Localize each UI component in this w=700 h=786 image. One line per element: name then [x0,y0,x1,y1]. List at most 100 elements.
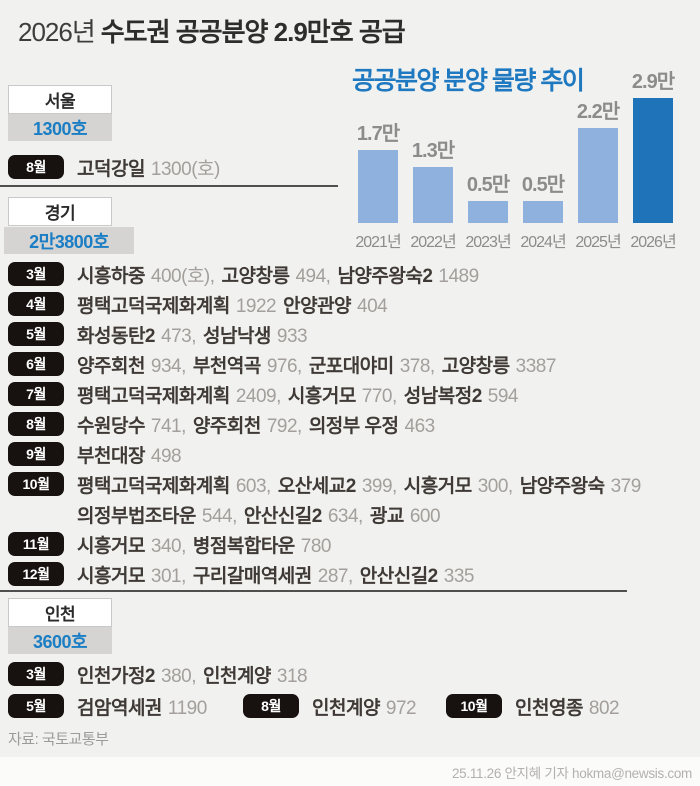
bar-year-label: 2022년 [410,228,456,252]
row-text: 인천계양 972 [312,693,423,720]
unit-count: 770, [361,385,397,407]
month-row-group: 3월 시흥하중 400(호), 고양창릉 494, 남양주왕숙2 1489 [0,259,700,289]
row-text: 시흥하중 400(호), 고양창릉 494, 남양주왕숙2 1489 [77,261,486,288]
place-name: 오산세교2 [277,475,357,497]
unit-count: 340, [150,535,186,557]
place-name: 인천계양 [202,665,271,687]
place-name: 시흥거모 [287,385,356,407]
place-name: 고양창릉 [221,265,290,287]
bar-value-label: 0.5만 [466,174,510,196]
place-name: 고양창릉 [441,355,510,377]
unit-count: 378, [399,355,435,377]
row-text: 의정부법조타운 544, 안산신길2 634, 광교 600 [77,501,447,528]
month-row: 12월 시흥거모 301, 구리갈매역세권 287, 안산신길2 335 [0,559,700,589]
region-header-seoul: 서울 [8,85,112,114]
place-name: 안산신길2 [243,505,323,527]
place-name: 의정부법조타운 [77,505,196,527]
year-text: 2021년 [355,234,401,251]
place-name: 의정부 우정 [308,415,399,437]
month-row: 8월 고덕강일 1300(호) [0,152,700,182]
place-name: 남양주왕숙2 [337,265,433,287]
unit-count: 318 [276,665,308,687]
chart-columns: 1.7만 1.3만 0.5만 0.5만 2.2만 2.9만 [356,63,675,223]
month-row-group: 9월 부천대장 498 [0,439,700,469]
bar [358,150,398,223]
year-text: 2025년 [575,234,621,251]
place-name: 인천가정2 [77,665,156,687]
unit-count: 399, [361,475,397,497]
chart-column: 2.9만 [632,65,675,223]
row-text: 부천대장 498 [77,441,188,468]
unit-count: 792, [266,415,302,437]
year-text: 2026년 [630,234,676,251]
month-row-group: 7월 평택고덕국제화계획 2409, 시흥거모 770, 성남복정2 594 [0,379,700,409]
place-name: 부천대장 [77,445,145,467]
month-row: 5월 화성동탄2 473, 성남낙생 933 [0,319,700,349]
unit-count: 1190 [167,697,207,719]
place-name: 인천영종 [515,697,583,719]
month-row: 10월 평택고덕국제화계획 603, 오산세교2 399, 시흥거모 300, 남양주왕숙 37… [0,469,700,499]
bar-value-label: 2.2만 [576,101,620,123]
unit-count: 498 [150,445,182,467]
unit-count: 741, [150,415,186,437]
place-name: 성남복정2 [403,385,483,407]
month-badge: 5월 [8,694,64,718]
bar-value-label: 1.7만 [356,123,400,145]
place-name: 시흥하중 [77,265,145,287]
month-row: 9월 부천대장 498 [0,439,700,469]
bar-year-label: 2024년 [520,228,566,252]
inline-month-group: 5월 검암역세권 1190 [8,691,214,721]
incheon-inline-row: 5월 검암역세권 1190 8월 인천계양 972 10월 인천영종 802 [0,691,700,721]
unit-count: 463 [404,415,436,437]
month-row: 3월 시흥하중 400(호), 고양창릉 494, 남양주왕숙2 1489 [0,259,700,289]
year-text: 2022년 [410,234,456,251]
page-title: 2026년 수도권 공공분양 2.9만호 공급 [18,12,406,49]
place-name: 병점복합타운 [192,535,295,557]
page-title-main: 수도권 공공분양 2.9만호 공급 [100,17,406,47]
bar-value-label: 1.3만 [411,140,455,162]
year-text: 2023년 [465,234,511,251]
region-total-incheon: 3600호 [8,627,112,654]
place-name: 수원당수 [77,415,145,437]
unit-count: 287, [317,565,353,587]
unit-count: 802 [588,697,620,719]
region-total-gyeonggi: 2만3800호 [4,227,134,254]
place-name: 구리갈매역세권 [192,565,312,587]
chart-column: 2.2만 [576,95,620,223]
chart-title: 공공분양 분양 물량 추이 [352,67,585,95]
bar-value-label: 0.5만 [521,174,565,196]
place-name: 부천역곡 [192,355,261,377]
unit-count: 473, [161,325,196,347]
row-text: 시흥거모 301, 구리갈매역세권 287, 안산신길2 335 [77,561,481,588]
bar-year-label: 2023년 [465,228,511,252]
place-name: 인천계양 [312,697,380,719]
month-badge: 6월 [8,352,64,376]
unit-count: 1489 [438,265,479,287]
chart-column: 1.3만 [411,134,455,223]
byline: 25.11.26 안지혜 기자 hokma@newsis.com [451,765,692,781]
year-text: 2024년 [520,234,566,251]
inline-month-group: 10월 인천영종 802 [446,691,626,721]
month-row-group: 4월 평택고덕국제화계획 1922 안양관양 404 [0,289,700,319]
month-badge: 8월 [8,412,64,436]
row-text: 평택고덕국제화계획 2409, 시흥거모 770, 성남복정2 594 [77,381,525,408]
month-row: 4월 평택고덕국제화계획 1922 안양관양 404 [0,289,700,319]
month-row: 7월 평택고덕국제화계획 2409, 시흥거모 770, 성남복정2 594 [0,379,700,409]
chart-column: 0.5만 [521,168,565,223]
place-name: 평택고덕국제화계획 [77,475,230,497]
unit-count: 972 [385,697,417,719]
row-text: 검암역세권 1190 [77,693,214,720]
month-badge: 5월 [8,322,64,346]
unit-count: 380, [161,665,196,687]
month-row: 11월 시흥거모 340, 병점복합타운 780 [0,529,700,559]
unit-count: 544, [201,505,237,527]
unit-count: 1922 [235,295,277,317]
bottom-strip: 25.11.26 안지혜 기자 hokma@newsis.com [0,757,700,786]
unit-count: 634, [327,505,363,527]
unit-count: 933 [276,325,308,347]
row-text: 평택고덕국제화계획 1922 안양관양 404 [77,291,394,318]
unit-count: 600 [409,505,441,527]
row-text: 시흥거모 340, 병점복합타운 780 [77,531,338,558]
unit-count: 976, [266,355,302,377]
unit-count: 301, [150,565,186,587]
